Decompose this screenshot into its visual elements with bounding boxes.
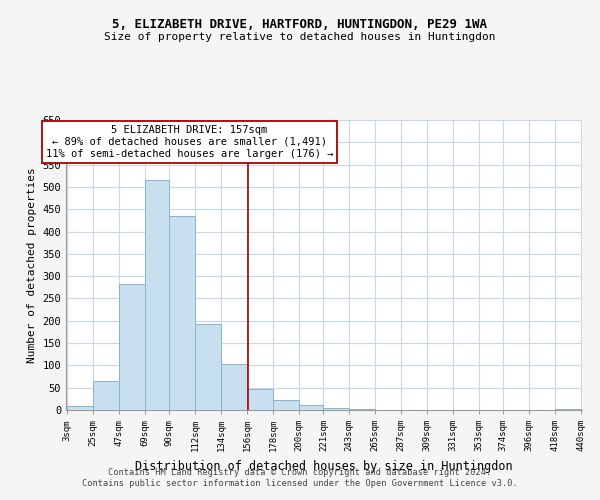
Bar bbox=[93, 381, 119, 410]
Bar bbox=[145, 180, 169, 410]
Bar bbox=[119, 284, 145, 410]
Bar bbox=[323, 408, 349, 410]
Bar bbox=[247, 390, 273, 410]
Bar bbox=[555, 408, 581, 410]
Text: Size of property relative to detached houses in Huntingdon: Size of property relative to detached ho… bbox=[104, 32, 496, 42]
Bar bbox=[169, 216, 195, 410]
Bar bbox=[349, 408, 375, 410]
Bar bbox=[273, 400, 299, 410]
Bar bbox=[195, 324, 221, 410]
X-axis label: Distribution of detached houses by size in Huntingdon: Distribution of detached houses by size … bbox=[135, 460, 513, 472]
Text: Contains HM Land Registry data © Crown copyright and database right 2024.
Contai: Contains HM Land Registry data © Crown c… bbox=[82, 468, 518, 487]
Text: 5, ELIZABETH DRIVE, HARTFORD, HUNTINGDON, PE29 1WA: 5, ELIZABETH DRIVE, HARTFORD, HUNTINGDON… bbox=[113, 18, 487, 30]
Y-axis label: Number of detached properties: Number of detached properties bbox=[27, 167, 37, 363]
Text: 5 ELIZABETH DRIVE: 157sqm
← 89% of detached houses are smaller (1,491)
11% of se: 5 ELIZABETH DRIVE: 157sqm ← 89% of detac… bbox=[46, 126, 333, 158]
Bar bbox=[299, 404, 323, 410]
Bar bbox=[67, 406, 93, 410]
Bar bbox=[221, 364, 247, 410]
